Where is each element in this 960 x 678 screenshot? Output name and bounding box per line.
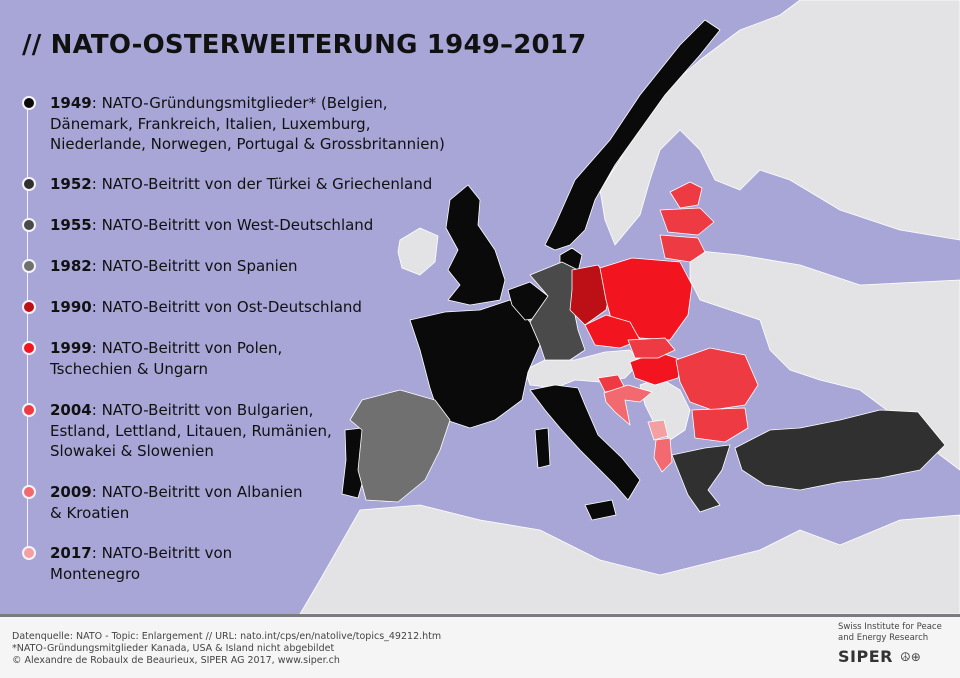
legend-label: : NATO-Beitritt von West-Deutschland — [91, 216, 374, 234]
legend-dot — [22, 341, 36, 355]
country-montenegro — [647, 419, 669, 441]
country-spain — [349, 389, 451, 503]
legend-dot — [22, 96, 36, 110]
legend-label: : NATO-Beitritt von der Türkei & Grieche… — [91, 175, 433, 193]
legend-year: 2004 — [50, 401, 92, 419]
legend-year: 1949 — [50, 94, 92, 112]
legend-label: : NATO-Beitritt von Ost-Deutschland — [91, 298, 362, 316]
legend-dot — [22, 485, 36, 499]
country-latvia — [659, 207, 715, 236]
country-poland — [599, 257, 693, 341]
legend-dot — [22, 546, 36, 560]
legend-label: : NATO-Beitritt von Bulgarien, Estland, … — [50, 401, 332, 460]
land-north-africa — [299, 504, 960, 614]
legend-dot — [22, 218, 36, 232]
europe-map — [299, 0, 960, 614]
org-name-line1: Swiss Institute for Peace — [838, 622, 942, 632]
legend-year: 1990 — [50, 298, 92, 316]
country-uk — [445, 184, 506, 306]
country-west-germany — [529, 261, 586, 361]
land-eastern-europe — [689, 249, 960, 471]
country-turkey — [734, 409, 946, 491]
legend-year: 1952 — [50, 175, 92, 193]
country-croatia — [603, 384, 653, 426]
legend-dot — [22, 177, 36, 191]
legend-label: : NATO-Beitritt von Spanien — [91, 257, 298, 275]
legend-label: : NATO-Beitritt von Albanien & Kroatien — [50, 483, 303, 522]
land-balkans-nonmember — [639, 377, 691, 441]
legend-year: 1955 — [50, 216, 92, 234]
timeline-line — [27, 100, 28, 553]
footer-source: Datenquelle: NATO - Topic: Enlargement /… — [12, 631, 442, 642]
legend-dot — [22, 403, 36, 417]
country-slovakia — [627, 337, 676, 359]
legend-year: 2017 — [50, 544, 92, 562]
peace-globe-icon: ☮⊕ — [900, 650, 921, 664]
legend-dot — [22, 259, 36, 273]
legend-year: 2009 — [50, 483, 92, 501]
page-title: // NATO-OSTERWEITERUNG 1949–2017 — [22, 30, 587, 60]
legend-label: : NATO-Beitritt von Montenegro — [50, 544, 233, 583]
footer-note: *NATO-Gründungsmitglieder Kanada, USA & … — [12, 643, 335, 654]
country-albania — [653, 437, 673, 473]
country-norway — [544, 19, 721, 251]
footer: Datenquelle: NATO - Topic: Enlargement /… — [0, 614, 960, 678]
footer-copyright: © Alexandre de Robaulx de Beaurieux, SIP… — [12, 655, 340, 666]
legend-label: : NATO-Beitritt von Polen, Tschechien & … — [50, 339, 283, 378]
country-france — [409, 299, 541, 429]
legend-year: 1982 — [50, 257, 92, 275]
country-bulgaria — [691, 407, 749, 443]
country-greece — [671, 444, 731, 513]
land-scandinavia-finland — [599, 0, 960, 246]
siper-logo: SIPER — [838, 647, 893, 666]
legend-year: 1999 — [50, 339, 92, 357]
country-estonia — [669, 181, 703, 209]
country-lithuania — [659, 234, 706, 263]
country-italy — [529, 384, 641, 501]
legend-label: : NATO-Gründungsmitglieder* (Belgien, Dä… — [50, 94, 445, 153]
org-name-line2: and Energy Research — [838, 633, 929, 643]
country-romania — [675, 347, 759, 411]
legend-dot — [22, 300, 36, 314]
land-ireland — [397, 227, 439, 276]
country-italy-islands — [534, 427, 617, 521]
